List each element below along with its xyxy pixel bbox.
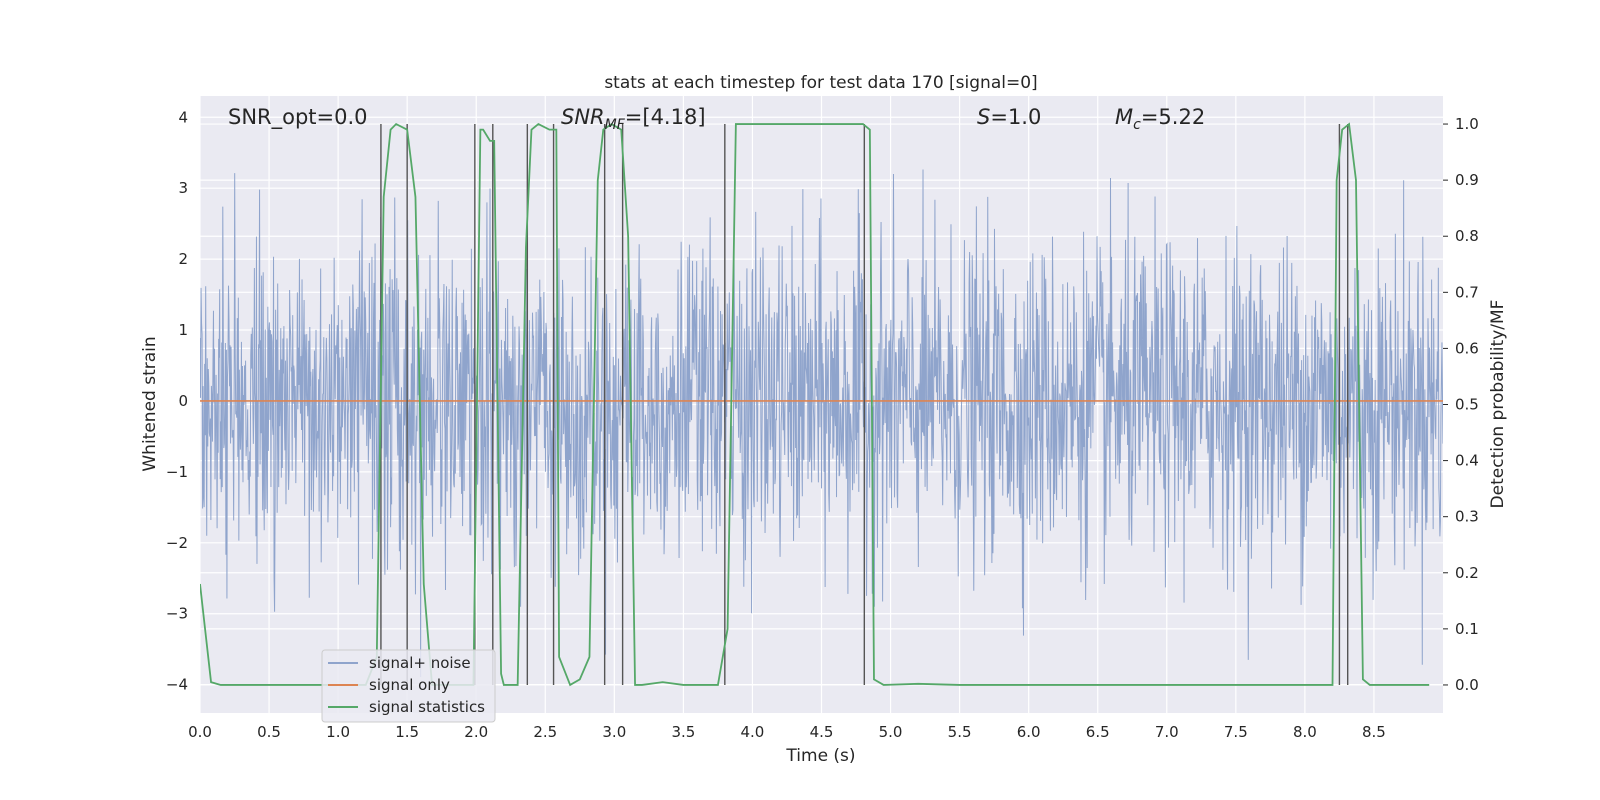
x-tick-label: 6.5	[1086, 723, 1110, 741]
y2-tick-label: 0.6	[1455, 339, 1479, 357]
y-axis-ticks: −4 −3 −2 −1 0 1 2 3 4	[166, 108, 188, 693]
annotation-mc: Mc=5.22	[1115, 105, 1205, 133]
legend-label-signal-only: signal only	[369, 676, 450, 694]
x-tick-label: 7.0	[1155, 723, 1179, 741]
chart-title: stats at each timestep for test data 170…	[604, 73, 1037, 93]
annotation-snr-mf-value: =[4.18]	[625, 105, 706, 129]
legend-label-signal-statistics: signal statistics	[369, 698, 485, 716]
y2-tick-label: 0.9	[1455, 171, 1479, 189]
x-tick-label: 2.5	[533, 723, 557, 741]
legend-label-signal-noise: signal+ noise	[369, 654, 471, 672]
y2-tick-label: 1.0	[1455, 115, 1479, 133]
x-axis-ticks: 0.0 0.5 1.0 1.5 2.0 2.5 3.0 3.5 4.0 4.5 5.0 5.5 6.0 6…	[188, 723, 1386, 741]
annotation-mc-label: M	[1115, 105, 1133, 129]
series-signal-statistics	[200, 122, 1430, 687]
signal-statistics-line	[200, 122, 1430, 687]
y-tick-label: 1	[178, 321, 188, 339]
x-tick-label: 8.5	[1362, 723, 1386, 741]
x-tick-label: 1.5	[395, 723, 419, 741]
annotation-s: S=1.0	[977, 105, 1041, 129]
y2-tick-label: 0.8	[1455, 227, 1479, 245]
y2-tick-label: 0.3	[1455, 508, 1479, 526]
y2-axis-label: Detection probability/MF	[1488, 300, 1508, 509]
x-tick-label: 5.5	[948, 723, 972, 741]
legend: signal+ noise signal only signal statist…	[321, 649, 496, 723]
annotation-snr-mf-label: SNR	[561, 105, 605, 129]
x-tick-label: 4.0	[741, 723, 765, 741]
y2-tick-label: 0.0	[1455, 676, 1479, 694]
x-tick-label: 3.5	[671, 723, 695, 741]
x-tick-label: 8.0	[1293, 723, 1317, 741]
x-tick-label: 3.0	[602, 723, 626, 741]
legend-box	[321, 649, 496, 723]
y-tick-label: 3	[178, 179, 188, 197]
y2-tick-label: 0.4	[1455, 452, 1479, 470]
x-tick-label: 4.5	[810, 723, 834, 741]
annotation-mc-sub: c	[1133, 117, 1141, 133]
y-tick-label: 2	[178, 250, 188, 268]
x-tick-label: 7.5	[1224, 723, 1248, 741]
y2-tick-label: 0.7	[1455, 283, 1479, 301]
y2-axis-ticks: 0.0 0.1 0.2 0.3 0.4 0.5 0.6 0.7 0.8 0.9 1.0	[1443, 115, 1479, 694]
x-axis-label: Time (s)	[785, 746, 855, 766]
x-tick-label: 5.0	[879, 723, 903, 741]
annotation-s-value: =1.0	[990, 105, 1041, 129]
y-tick-label: −1	[166, 463, 188, 481]
x-tick-label: 6.0	[1017, 723, 1041, 741]
x-tick-label: 2.0	[464, 723, 488, 741]
annotation-snr-mf-sub: MF	[605, 117, 626, 133]
x-tick-label: 1.0	[326, 723, 350, 741]
annotation-s-label: S	[977, 105, 990, 129]
vertical-markers	[380, 124, 1349, 685]
annotation-snr-opt: SNR_opt=0.0	[228, 105, 368, 130]
annotation-snr-mf: SNRMF=[4.18]	[561, 105, 706, 133]
y-tick-label: −4	[166, 676, 188, 694]
y-tick-label: −3	[166, 605, 188, 623]
y2-tick-label: 0.5	[1455, 396, 1479, 414]
y-axis-label: Whitened strain	[140, 336, 160, 471]
y-tick-label: 0	[178, 392, 188, 410]
y2-tick-label: 0.2	[1455, 564, 1479, 582]
y-tick-label: −2	[166, 534, 188, 552]
y2-tick-label: 0.1	[1455, 620, 1479, 638]
x-tick-label: 0.5	[257, 723, 281, 741]
x-tick-label: 0.0	[188, 723, 212, 741]
annotation-mc-value: =5.22	[1141, 105, 1205, 129]
y-tick-label: 4	[178, 108, 188, 126]
